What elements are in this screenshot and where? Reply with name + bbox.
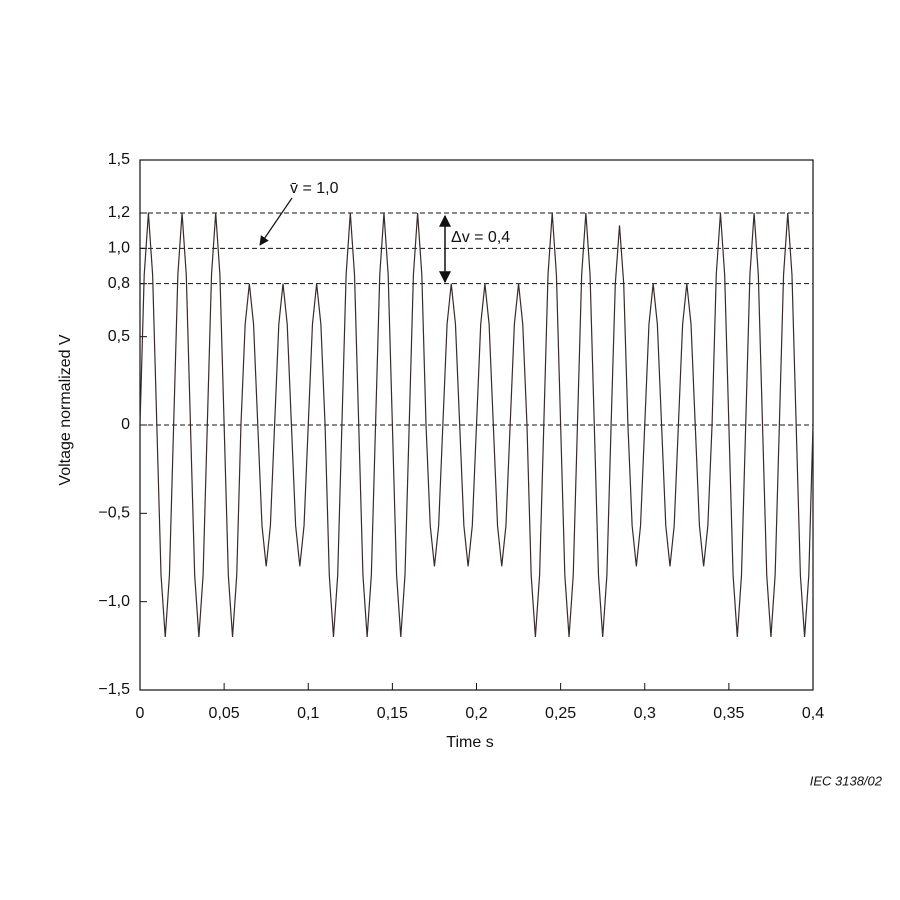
- x-tick-label: 0: [136, 705, 145, 722]
- y-tick-label: 1,5: [108, 151, 130, 168]
- annotation: Δv = 0,4: [451, 229, 510, 246]
- y-tick-label: −1,5: [98, 681, 130, 698]
- y-axis-label: Voltage normalized V: [57, 334, 74, 486]
- y-tick-label: 1,2: [108, 204, 130, 221]
- x-tick-label: 0,25: [545, 705, 576, 722]
- x-axis-label: Time s: [446, 734, 493, 751]
- x-tick-label: 0,4: [802, 705, 824, 722]
- y-tick-label: 1,0: [108, 240, 130, 257]
- x-tick-label: 0,35: [713, 705, 744, 722]
- x-tick-label: 0,3: [634, 705, 656, 722]
- annotation: v̄ = 1,0: [290, 180, 339, 197]
- x-tick-label: 0,15: [377, 705, 408, 722]
- annotation-arrow: [259, 197, 293, 246]
- x-tick-label: 0,05: [209, 705, 240, 722]
- y-tick-label: 0,5: [108, 328, 130, 345]
- x-tick-label: 0,1: [297, 705, 319, 722]
- y-tick-label: −1,0: [98, 593, 130, 610]
- y-tick-label: −0,5: [98, 505, 130, 522]
- voltage-line: [139, 212, 814, 638]
- y-tick-label: 0,8: [108, 275, 130, 292]
- x-tick-label: 0,2: [465, 705, 487, 722]
- footer: IEC 3138/02: [810, 773, 883, 788]
- y-tick-label: 0: [121, 416, 130, 433]
